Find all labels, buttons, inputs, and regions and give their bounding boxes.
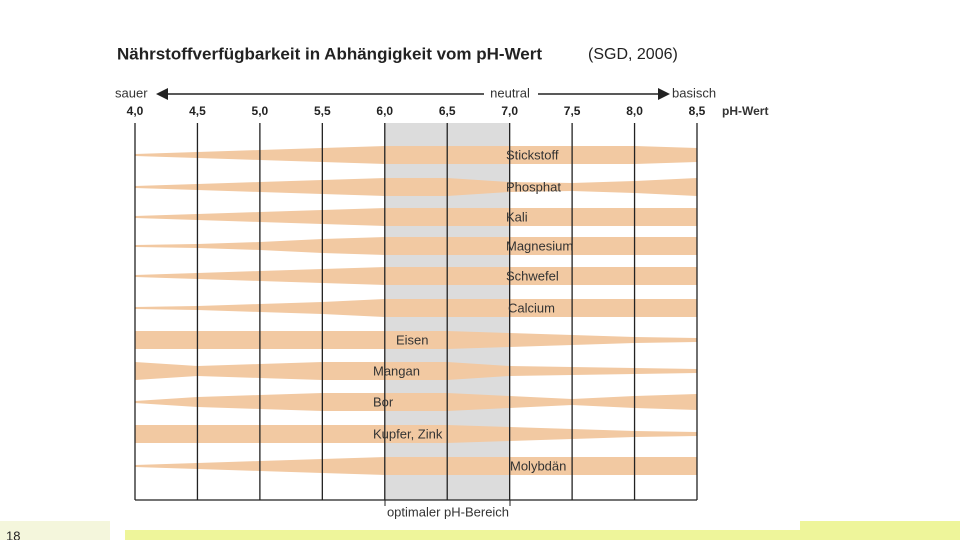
nutrient-label: Schwefel xyxy=(506,268,559,283)
ph-tick: 6,5 xyxy=(439,104,456,118)
acid-label: sauer xyxy=(115,85,148,100)
availability-band xyxy=(135,299,697,317)
footer-block xyxy=(0,521,110,540)
nutrient-label: Magnesium xyxy=(506,238,573,253)
availability-band xyxy=(135,425,697,443)
availability-band xyxy=(135,146,697,164)
page-number: 18 xyxy=(6,528,20,540)
optimal-label: optimaler pH-Bereich xyxy=(387,504,509,519)
ph-tick: 5,0 xyxy=(252,104,269,118)
nutrient-label: Calcium xyxy=(508,300,555,315)
nutrient-label: Mangan xyxy=(373,363,420,378)
source: (SGD, 2006) xyxy=(588,46,678,63)
nutrient-label: Stickstoff xyxy=(506,147,559,162)
ph-tick: 5,5 xyxy=(314,104,331,118)
unit-label: pH-Wert xyxy=(722,104,768,118)
basic-label: basisch xyxy=(672,85,716,100)
ph-tick: 7,5 xyxy=(564,104,581,118)
ph-tick: 7,0 xyxy=(501,104,518,118)
neutral-label: neutral xyxy=(490,85,530,100)
title: Nährstoffverfügbarkeit in Abhängigkeit v… xyxy=(117,44,542,63)
nutrient-label: Bor xyxy=(373,394,394,409)
nutrient-label: Eisen xyxy=(396,332,429,347)
availability-band xyxy=(135,331,697,349)
ph-tick: 8,0 xyxy=(626,104,643,118)
ph-tick: 4,5 xyxy=(189,104,206,118)
ph-tick: 6,0 xyxy=(376,104,393,118)
availability-band xyxy=(135,208,697,226)
nutrient-label: Molybdän xyxy=(510,458,566,473)
nutrient-label: Kali xyxy=(506,209,528,224)
availability-band xyxy=(135,267,697,285)
availability-band xyxy=(135,237,697,255)
nutrient-label: Phosphat xyxy=(506,179,561,194)
footer-strip xyxy=(125,530,960,540)
availability-band xyxy=(135,178,697,196)
ph-tick: 4,0 xyxy=(127,104,144,118)
footer-strip xyxy=(800,521,960,540)
availability-band xyxy=(135,457,697,475)
nutrient-label: Kupfer, Zink xyxy=(373,426,443,441)
ph-tick: 8,5 xyxy=(689,104,706,118)
availability-band xyxy=(135,362,697,380)
availability-band xyxy=(135,393,697,411)
